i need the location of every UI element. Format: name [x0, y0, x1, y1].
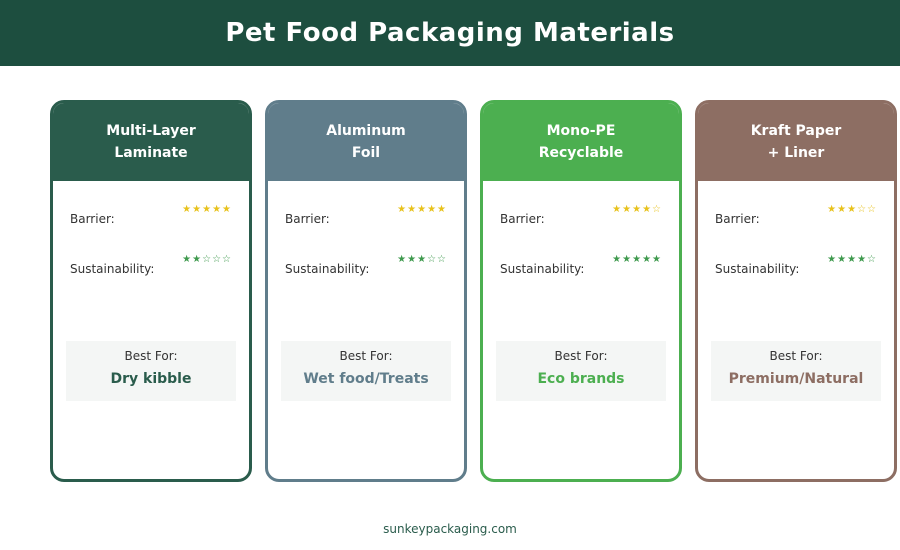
best-for-value: Premium/Natural: [728, 371, 864, 387]
barrier-stars-icon: ★★★★☆: [612, 204, 662, 215]
sustainability-label: Sustainability:: [70, 262, 155, 276]
card-title-line2: Recyclable: [538, 145, 624, 161]
card-title-line2: + Liner: [767, 145, 825, 161]
best-for-box: Best For: Eco brands: [496, 341, 666, 401]
best-for-box: Best For: Dry kibble: [66, 341, 236, 401]
sustainability-stars-icon: ★★★☆☆: [397, 254, 447, 265]
best-for-box: Best For: Premium/Natural: [711, 341, 881, 401]
sustainability-label: Sustainability:: [500, 262, 585, 276]
card-title-line2: Laminate: [114, 145, 188, 161]
card-header: Kraft Paper + Liner: [698, 103, 894, 184]
material-card-multi-layer-laminate: Multi-Layer Laminate Barrier: ★★★★★ Sust…: [50, 100, 252, 482]
barrier-stars-icon: ★★★☆☆: [827, 204, 877, 215]
material-card-kraft-paper-liner: Kraft Paper + Liner Barrier: ★★★☆☆ Susta…: [695, 100, 897, 482]
barrier-label: Barrier:: [70, 212, 115, 226]
best-for-label: Best For:: [554, 349, 608, 363]
best-for-box: Best For: Wet food/Treats: [281, 341, 451, 401]
barrier-row: Barrier: ★★★★☆: [500, 204, 662, 226]
barrier-label: Barrier:: [500, 212, 545, 226]
best-for-value: Dry kibble: [110, 371, 192, 387]
card-title-line1: Mono-PE: [546, 123, 616, 139]
sustainability-label: Sustainability:: [285, 262, 370, 276]
best-for-label: Best For:: [769, 349, 823, 363]
sustainability-row: Sustainability: ★★☆☆☆: [70, 254, 232, 276]
card-title-line1: Multi-Layer: [106, 123, 196, 139]
sustainability-row: Sustainability: ★★★★☆: [715, 254, 877, 276]
barrier-label: Barrier:: [285, 212, 330, 226]
best-for-value: Eco brands: [537, 371, 625, 387]
sustainability-label: Sustainability:: [715, 262, 800, 276]
barrier-row: Barrier: ★★★★★: [285, 204, 447, 226]
material-card-aluminum-foil: Aluminum Foil Barrier: ★★★★★ Sustainabil…: [265, 100, 467, 482]
card-header: Multi-Layer Laminate: [53, 103, 249, 184]
material-card-mono-pe-recyclable: Mono-PE Recyclable Barrier: ★★★★☆ Sustai…: [480, 100, 682, 482]
sustainability-stars-icon: ★★★★☆: [827, 254, 877, 265]
barrier-stars-icon: ★★★★★: [182, 204, 232, 215]
best-for-label: Best For:: [124, 349, 178, 363]
sustainability-row: Sustainability: ★★★☆☆: [285, 254, 447, 276]
card-title-line1: Aluminum: [326, 123, 406, 139]
best-for-label: Best For:: [339, 349, 393, 363]
card-header: Aluminum Foil: [268, 103, 464, 184]
card-header: Mono-PE Recyclable: [483, 103, 679, 184]
sustainability-stars-icon: ★★★★★: [612, 254, 662, 265]
barrier-row: Barrier: ★★★☆☆: [715, 204, 877, 226]
page-header: Pet Food Packaging Materials: [0, 0, 900, 66]
footer-website[interactable]: sunkeypackaging.com: [383, 522, 517, 536]
best-for-value: Wet food/Treats: [303, 371, 429, 387]
card-title-line1: Kraft Paper: [750, 123, 842, 139]
sustainability-stars-icon: ★★☆☆☆: [182, 254, 232, 265]
barrier-stars-icon: ★★★★★: [397, 204, 447, 215]
card-title-line2: Foil: [351, 145, 381, 161]
barrier-label: Barrier:: [715, 212, 760, 226]
sustainability-row: Sustainability: ★★★★★: [500, 254, 662, 276]
barrier-row: Barrier: ★★★★★: [70, 204, 232, 226]
page-title: Pet Food Packaging Materials: [225, 18, 675, 48]
